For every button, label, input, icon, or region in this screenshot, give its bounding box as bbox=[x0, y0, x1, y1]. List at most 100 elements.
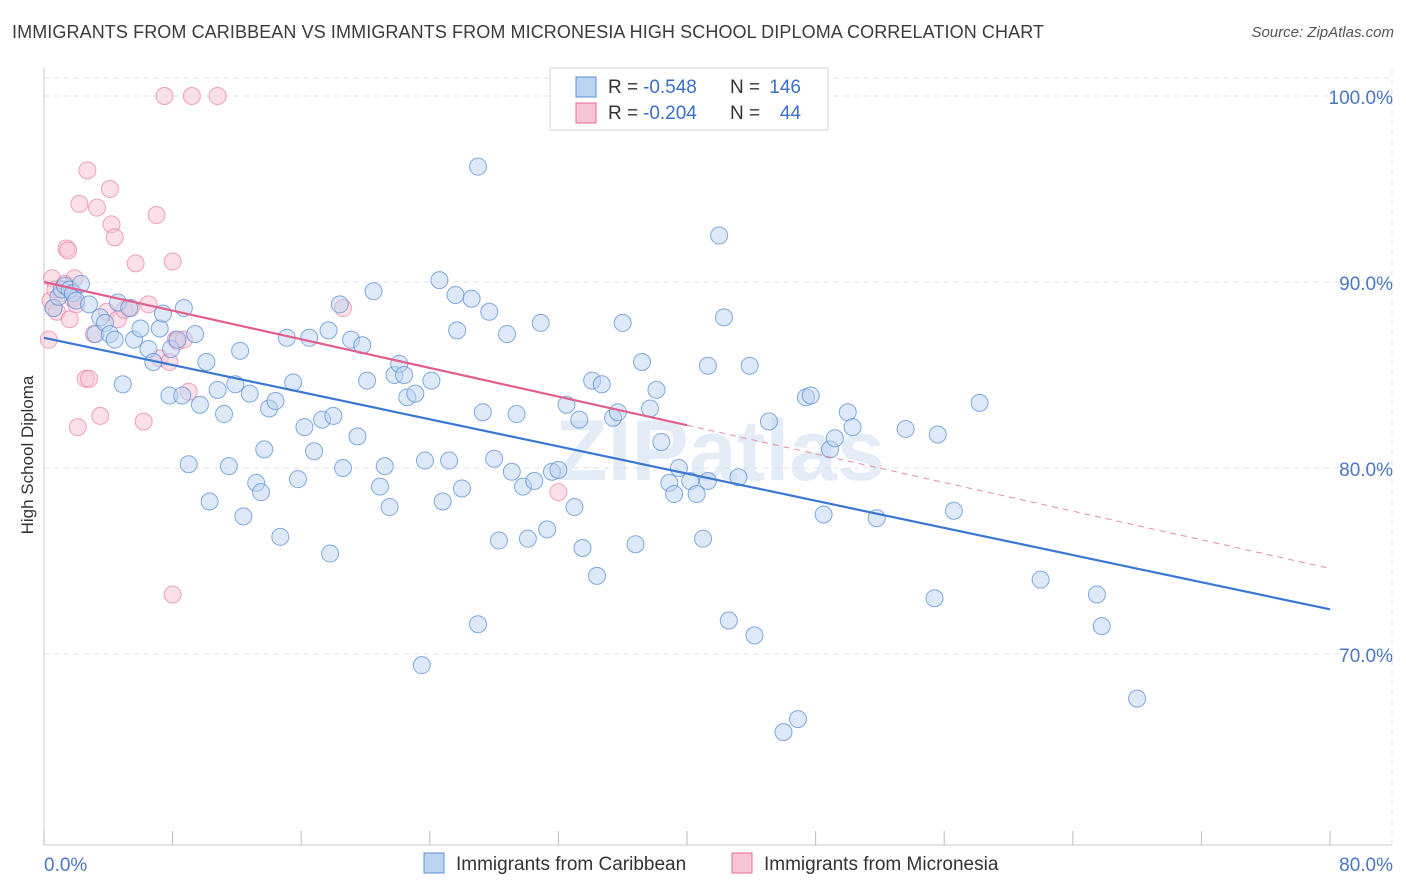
y-tick-label: 100.0% bbox=[1329, 88, 1394, 109]
caribbean-point bbox=[113, 375, 132, 394]
chart-title: IMMIGRANTS FROM CARIBBEAN VS IMMIGRANTS … bbox=[12, 22, 1045, 42]
caribbean-point bbox=[295, 418, 314, 437]
caribbean-point bbox=[364, 282, 383, 301]
caribbean-point bbox=[480, 302, 499, 321]
caribbean-point bbox=[485, 449, 504, 468]
legend-r-label-2: R = bbox=[608, 103, 638, 124]
bottom-legend-caribbean: Immigrants from Caribbean bbox=[456, 854, 686, 875]
y-tick-label: 80.0% bbox=[1339, 460, 1393, 481]
micronesia-point bbox=[91, 406, 110, 425]
source-label: Source: ZipAtlas.com bbox=[1251, 24, 1394, 41]
caribbean-point bbox=[234, 507, 253, 526]
micronesia-point bbox=[88, 198, 107, 217]
caribbean-point bbox=[825, 429, 844, 448]
caribbean-point bbox=[197, 352, 216, 371]
caribbean-point bbox=[507, 405, 526, 424]
caribbean-point bbox=[745, 626, 764, 645]
caribbean-point bbox=[150, 319, 169, 338]
caribbean-point bbox=[838, 403, 857, 422]
y-axis-label: High School Diploma bbox=[18, 375, 37, 534]
micronesia-point bbox=[163, 585, 182, 604]
y-tick-labels: 70.0% 80.0% 90.0% 100.0% bbox=[1329, 88, 1394, 667]
caribbean-point bbox=[573, 538, 592, 557]
caribbean-trend-line bbox=[43, 336, 1331, 611]
caribbean-point bbox=[928, 425, 947, 444]
legend-n-label-2: N = bbox=[730, 103, 760, 124]
caribbean-point bbox=[473, 403, 492, 422]
caribbean-point bbox=[896, 419, 915, 438]
caribbean-point bbox=[448, 321, 467, 340]
caribbean-point bbox=[190, 395, 209, 414]
caribbean-point bbox=[406, 384, 425, 403]
caribbean-point bbox=[1031, 570, 1050, 589]
caribbean-point bbox=[557, 395, 576, 414]
bottom-legend-swatch-pink bbox=[731, 852, 753, 874]
caribbean-point bbox=[687, 485, 706, 504]
caribbean-point bbox=[565, 498, 584, 517]
caribbean-point bbox=[1087, 585, 1106, 604]
caribbean-point bbox=[71, 274, 90, 293]
series-legend: Immigrants from Caribbean Immigrants fro… bbox=[423, 852, 999, 875]
caribbean-point bbox=[801, 386, 820, 405]
caribbean-point bbox=[288, 470, 307, 489]
micronesia-point bbox=[147, 206, 166, 225]
caribbean-point bbox=[452, 479, 471, 498]
caribbean-point bbox=[970, 393, 989, 412]
caribbean-point bbox=[694, 529, 713, 548]
micronesia-point bbox=[182, 87, 201, 105]
caribbean-point bbox=[925, 589, 944, 608]
micronesia-point bbox=[70, 194, 89, 213]
caribbean-point bbox=[219, 457, 238, 476]
caribbean-point bbox=[788, 710, 807, 729]
legend-swatch-blue bbox=[575, 76, 597, 98]
caribbean-point bbox=[80, 295, 99, 314]
legend-r-value-1: -0.548 bbox=[643, 77, 697, 98]
bottom-legend-swatch-blue bbox=[423, 852, 445, 874]
caribbean-point bbox=[843, 418, 862, 437]
caribbean-point bbox=[626, 535, 645, 554]
micronesia-point bbox=[80, 369, 99, 388]
micronesia-point bbox=[78, 161, 97, 180]
micronesia-point bbox=[208, 87, 227, 105]
caribbean-point bbox=[271, 527, 290, 546]
caribbean-point bbox=[200, 492, 219, 511]
caribbean-point bbox=[632, 352, 651, 371]
caribbean-point bbox=[395, 366, 414, 384]
correlation-legend: R = -0.548 N = 146 R = -0.204 N = 44 bbox=[549, 67, 829, 131]
caribbean-point bbox=[652, 432, 671, 451]
caribbean-point bbox=[333, 459, 352, 477]
micronesia-point bbox=[155, 87, 174, 105]
micronesia-point bbox=[549, 483, 568, 502]
caribbean-point bbox=[131, 319, 150, 338]
caribbean-point bbox=[173, 386, 192, 405]
caribbean-point bbox=[380, 498, 399, 517]
caribbean-point bbox=[710, 226, 729, 245]
caribbean-point bbox=[502, 462, 521, 481]
caribbean-point bbox=[120, 299, 139, 318]
caribbean-point bbox=[740, 356, 759, 375]
caribbean-point bbox=[215, 405, 234, 424]
caribbean-point bbox=[497, 325, 516, 344]
caribbean-point bbox=[698, 472, 717, 491]
caribbean-point bbox=[446, 286, 465, 305]
caribbean-point bbox=[266, 392, 285, 411]
micronesia-point bbox=[163, 252, 182, 271]
caribbean-point bbox=[729, 468, 748, 487]
caribbean-point bbox=[415, 451, 434, 470]
caribbean-point bbox=[587, 566, 606, 585]
y-tick-label: 70.0% bbox=[1339, 646, 1393, 667]
caribbean-point bbox=[719, 611, 738, 630]
caribbean-point bbox=[105, 330, 124, 349]
caribbean-point bbox=[330, 295, 349, 314]
caribbean-point bbox=[570, 410, 589, 429]
caribbean-point bbox=[531, 313, 550, 332]
caribbean-point bbox=[1092, 617, 1111, 636]
caribbean-point bbox=[375, 457, 394, 476]
legend-r-value-2: -0.204 bbox=[643, 103, 697, 124]
micronesia-point bbox=[59, 241, 78, 260]
caribbean-point bbox=[549, 460, 568, 479]
caribbean-point bbox=[255, 440, 274, 459]
caribbean-point bbox=[422, 371, 441, 390]
caribbean-point bbox=[319, 321, 338, 340]
caribbean-point bbox=[430, 271, 449, 290]
